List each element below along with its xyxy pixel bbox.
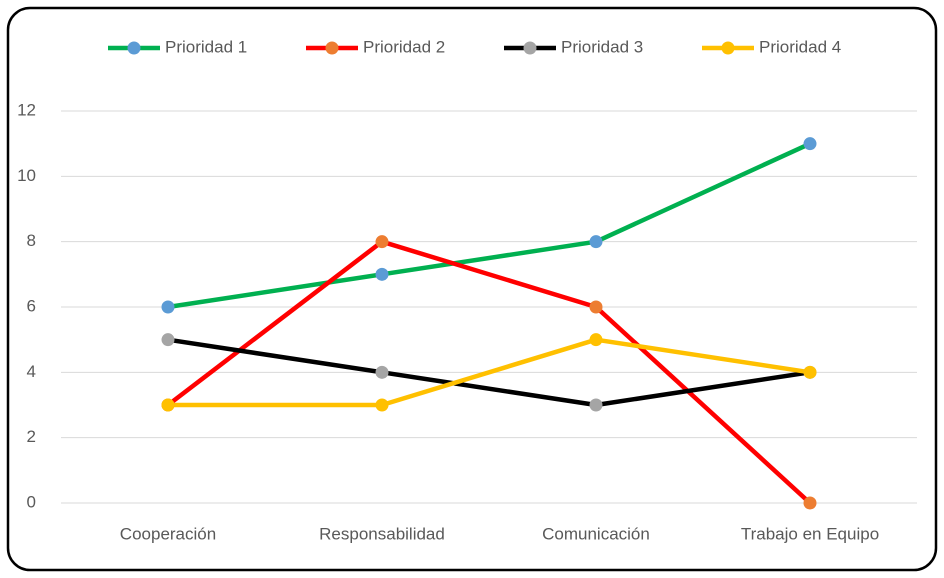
data-point [803,365,817,379]
x-tick-label: Comunicación [542,524,650,543]
y-tick-label: 0 [27,492,36,511]
data-point [375,235,389,249]
legend-marker [721,41,735,55]
data-point [803,137,817,151]
legend-label: Prioridad 4 [759,37,841,56]
y-tick-label: 12 [17,100,36,119]
legend-label: Prioridad 3 [561,37,643,56]
x-tick-label: Responsabilidad [319,524,445,543]
data-point [375,398,389,412]
data-point [803,496,817,510]
series-line [168,337,811,408]
y-tick-label: 4 [27,362,36,381]
series-line [167,337,811,408]
data-point [589,398,603,412]
data-point [375,365,389,379]
x-tick-label: Cooperación [120,524,216,543]
y-tick-label: 8 [27,231,36,250]
y-tick-label: 6 [27,296,36,315]
legend-marker [127,41,141,55]
data-point [375,267,389,281]
legend-marker [325,41,339,55]
legend-marker [523,41,537,55]
data-point [161,300,175,314]
data-point [161,333,175,347]
data-point [589,333,603,347]
y-tick-label: 2 [27,427,36,446]
y-tick-label: 10 [17,166,36,185]
data-point [589,300,603,314]
legend-label: Prioridad 1 [165,37,247,56]
data-point [589,235,603,249]
x-tick-label: Trabajo en Equipo [741,524,879,543]
series-line [167,141,811,310]
chart-frame [6,6,938,572]
series-line [166,239,812,505]
legend-label: Prioridad 2 [363,37,445,56]
data-point [161,398,175,412]
